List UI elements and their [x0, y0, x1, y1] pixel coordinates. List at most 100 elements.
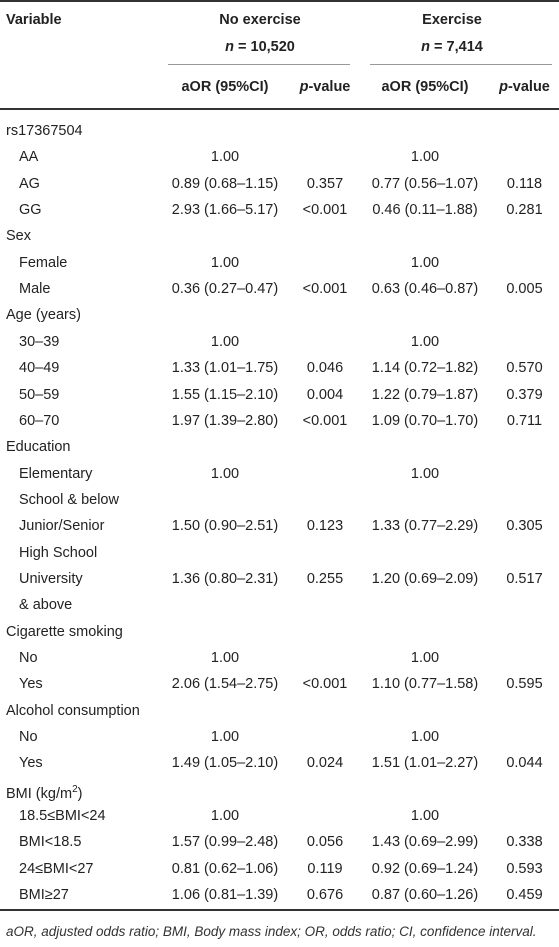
cell-p-no-exercise: <0.001 — [302, 676, 348, 693]
cell-aor-exercise: 0.92 (0.69–1.24) — [371, 860, 479, 877]
cell-aor-exercise: 1.00 — [410, 254, 440, 271]
cell-aor-exercise: 1.00 — [410, 808, 440, 825]
cell-aor-no-exercise: 0.36 (0.27–0.47) — [171, 281, 279, 298]
cell-aor-no-exercise: 1.33 (1.01–1.75) — [171, 360, 279, 377]
row-label: & above — [19, 597, 73, 614]
cell-p-no-exercise: 0.046 — [306, 360, 344, 377]
cell-p-no-exercise: 0.056 — [306, 834, 344, 851]
cell-aor-exercise: 1.33 (0.77–2.29) — [371, 518, 479, 535]
row-label: Elementary — [19, 465, 93, 482]
cell-p-exercise: 0.517 — [506, 570, 543, 587]
cell-p-exercise: 0.338 — [506, 834, 543, 851]
cell-aor-no-exercise: 1.06 (0.81–1.39) — [171, 887, 279, 904]
row-label: No — [19, 650, 38, 666]
cell-p-no-exercise: 0.123 — [306, 518, 344, 535]
header-group-exercise: Exercise — [422, 12, 482, 28]
cell-p-no-exercise: <0.001 — [302, 412, 348, 429]
cell-p-no-exercise: <0.001 — [302, 281, 348, 298]
row-label: AA — [19, 149, 39, 166]
row-label: School & below — [19, 491, 119, 508]
header-n-no-exercise: n = 10,520 — [225, 39, 295, 55]
category-label: rs17367504 — [6, 123, 83, 139]
cell-aor-exercise: 1.20 (0.69–2.09) — [371, 570, 479, 587]
cell-aor-no-exercise: 1.00 — [210, 808, 240, 825]
row-label: AG — [19, 175, 40, 192]
category-label: Cigarette smoking — [6, 623, 123, 640]
cell-aor-no-exercise: 1.00 — [210, 254, 240, 271]
cell-aor-no-exercise: 0.81 (0.62–1.06) — [171, 860, 279, 877]
row-label: Yes — [19, 755, 43, 772]
row-label: Yes — [19, 676, 43, 693]
row-label: Male — [19, 281, 51, 298]
row-label: 30–39 — [19, 333, 60, 350]
cell-p-no-exercise: 0.676 — [306, 887, 344, 904]
cell-aor-no-exercise: 2.93 (1.66–5.17) — [171, 202, 279, 219]
cell-aor-exercise: 1.00 — [410, 465, 440, 482]
cell-aor-exercise: 1.09 (0.70–1.70) — [371, 412, 479, 429]
cell-p-exercise: 0.593 — [506, 860, 543, 877]
row-label: High School — [19, 544, 98, 561]
cell-aor-no-exercise: 0.89 (0.68–1.15) — [171, 175, 279, 192]
header-n-exercise: n = 7,414 — [421, 39, 483, 55]
cell-aor-exercise: 1.00 — [410, 333, 440, 350]
cell-aor-no-exercise: 1.49 (1.05–2.10) — [171, 755, 279, 772]
cell-aor-no-exercise: 1.00 — [210, 465, 240, 482]
header-variable: Variable — [6, 12, 62, 28]
cell-p-exercise: 0.305 — [506, 518, 543, 535]
header-aor-no-exercise: aOR (95%CI) — [181, 79, 269, 95]
footnote: aOR, adjusted odds ratio; BMI, Body mass… — [6, 924, 537, 939]
cell-p-exercise: 0.379 — [506, 386, 543, 403]
category-label: BMI (kg/m2) — [6, 783, 83, 802]
cell-aor-exercise: 1.00 — [410, 729, 440, 746]
row-label: 50–59 — [19, 386, 60, 403]
cell-p-no-exercise: 0.119 — [307, 860, 343, 877]
cell-aor-no-exercise: 1.00 — [210, 333, 240, 350]
row-label: BMI<18.5 — [19, 834, 82, 851]
cell-aor-exercise: 1.10 (0.77–1.58) — [371, 676, 479, 693]
cell-aor-no-exercise: 1.36 (0.80–2.31) — [171, 570, 279, 587]
header-aor-exercise: aOR (95%CI) — [381, 79, 469, 95]
cell-aor-exercise: 0.63 (0.46–0.87) — [371, 281, 479, 298]
cell-p-exercise: 0.044 — [506, 755, 543, 772]
cell-aor-exercise: 0.77 (0.56–1.07) — [371, 175, 479, 192]
table-bottom-rule — [0, 909, 559, 911]
row-label: Female — [19, 254, 68, 271]
row-label: No — [19, 729, 38, 746]
cell-aor-no-exercise: 1.00 — [210, 149, 240, 166]
cell-p-exercise: 0.570 — [506, 360, 543, 377]
cell-aor-exercise: 1.00 — [410, 149, 440, 166]
cell-aor-exercise: 1.43 (0.69–2.99) — [371, 834, 479, 851]
cell-p-no-exercise: 0.255 — [306, 570, 344, 587]
cell-aor-exercise: 1.51 (1.01–2.27) — [371, 755, 479, 772]
row-label: University — [19, 570, 83, 587]
row-label: 18.5≤BMI<24 — [19, 808, 106, 825]
category-label: Age (years) — [6, 307, 81, 324]
cell-aor-exercise: 1.14 (0.72–1.82) — [371, 360, 479, 377]
cell-aor-no-exercise: 1.57 (0.99–2.48) — [171, 834, 279, 851]
row-label: 40–49 — [19, 360, 60, 377]
cell-p-no-exercise: 0.004 — [306, 386, 344, 403]
cell-aor-exercise: 1.00 — [410, 650, 440, 666]
category-label: Education — [6, 439, 71, 456]
category-label: Alcohol consumption — [6, 702, 140, 719]
cell-aor-exercise: 0.87 (0.60–1.26) — [371, 887, 479, 904]
header-bottom-rule — [0, 108, 559, 110]
cell-p-no-exercise: <0.001 — [302, 202, 348, 219]
row-label: GG — [19, 202, 42, 219]
header-underline-no-exercise — [168, 64, 350, 65]
header-p-exercise: p-value — [499, 79, 550, 95]
category-label: Sex — [6, 228, 31, 245]
cell-aor-no-exercise: 1.97 (1.39–2.80) — [171, 412, 279, 429]
cell-aor-no-exercise: 1.00 — [210, 650, 240, 666]
header-p-no-exercise: p-value — [299, 79, 351, 95]
header-group-no-exercise: No exercise — [219, 12, 301, 28]
row-label: 24≤BMI<27 — [19, 860, 94, 877]
cell-p-no-exercise: 0.024 — [306, 755, 344, 772]
cell-aor-no-exercise: 1.55 (1.15–2.10) — [171, 386, 279, 403]
header-underline-exercise — [370, 64, 552, 65]
cell-aor-no-exercise: 1.50 (0.90–2.51) — [171, 518, 279, 535]
row-label: 60–70 — [19, 412, 60, 429]
cell-aor-exercise: 0.46 (0.11–1.88) — [372, 202, 478, 219]
cell-p-exercise: 0.281 — [506, 202, 543, 219]
cell-p-exercise: 0.118 — [506, 175, 543, 192]
